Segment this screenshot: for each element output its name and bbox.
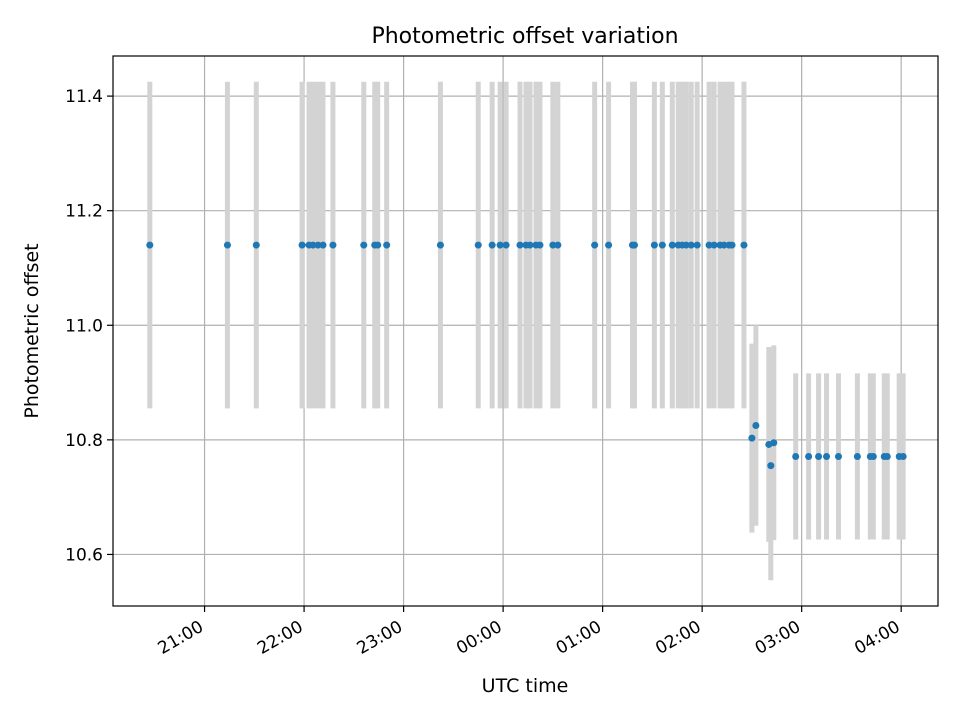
data-point: [474, 241, 482, 249]
chart-title: Photometric offset variation: [371, 24, 678, 49]
y-tick-label: 11.2: [65, 202, 103, 222]
data-point: [549, 241, 557, 249]
data-point: [748, 434, 756, 442]
data-point: [693, 241, 701, 249]
data-point: [687, 241, 695, 249]
data-point: [252, 241, 260, 249]
data-point: [869, 452, 877, 460]
data-point: [728, 241, 736, 249]
y-tick-label: 10.6: [65, 545, 103, 565]
data-point: [146, 241, 154, 249]
data-point: [823, 452, 831, 460]
y-tick-label: 11.4: [65, 87, 103, 107]
data-point: [899, 452, 907, 460]
y-axis-ticks: 10.6 10.8 11.0 11.2 11.4: [65, 87, 113, 565]
data-point: [526, 241, 534, 249]
data-points: [146, 241, 907, 470]
data-point: [554, 241, 562, 249]
y-tick-label: 10.8: [65, 431, 103, 451]
data-point: [309, 241, 317, 249]
data-point: [710, 241, 718, 249]
data-point: [705, 241, 713, 249]
plot-frame: [112, 55, 939, 607]
data-point: [591, 241, 599, 249]
data-point: [883, 452, 891, 460]
data-point: [436, 241, 444, 249]
data-point: [752, 422, 760, 430]
data-point: [815, 452, 823, 460]
data-point: [298, 241, 306, 249]
data-point: [740, 241, 748, 249]
y-axis-label: Photometric offset: [21, 243, 43, 418]
data-point: [360, 241, 368, 249]
data-point: [792, 452, 800, 460]
data-point: [767, 462, 775, 470]
data-point: [496, 241, 504, 249]
data-point: [682, 241, 690, 249]
data-point: [770, 439, 778, 447]
data-point: [630, 241, 638, 249]
data-point: [650, 241, 658, 249]
data-point: [516, 241, 524, 249]
data-point: [329, 241, 337, 249]
data-point: [668, 241, 676, 249]
data-point: [319, 241, 327, 249]
data-point: [605, 241, 613, 249]
data-point: [853, 452, 861, 460]
data-point: [488, 241, 496, 249]
data-point: [658, 241, 666, 249]
data-point: [720, 241, 728, 249]
data-point: [383, 241, 391, 249]
y-tick-label: 11.0: [65, 316, 103, 336]
data-point: [223, 241, 231, 249]
data-point: [314, 241, 322, 249]
data-point: [374, 241, 382, 249]
data-point: [805, 452, 813, 460]
data-point: [834, 452, 842, 460]
data-point: [502, 241, 510, 249]
x-axis-label: UTC time: [482, 675, 569, 697]
data-point: [536, 241, 544, 249]
